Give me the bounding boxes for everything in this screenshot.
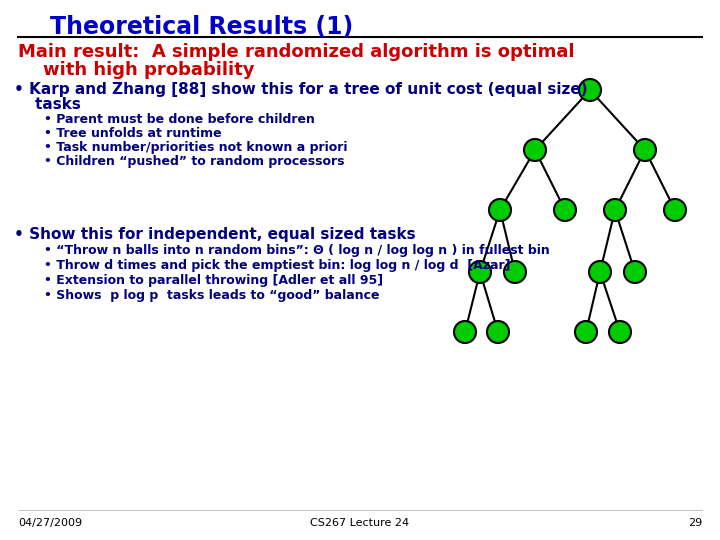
Circle shape [609, 321, 631, 343]
Text: • Shows  p log p  tasks leads to “good” balance: • Shows p log p tasks leads to “good” ba… [44, 289, 379, 302]
Text: • Children “pushed” to random processors: • Children “pushed” to random processors [44, 155, 344, 168]
Text: Main result:  A simple randomized algorithm is optimal: Main result: A simple randomized algorit… [18, 43, 575, 61]
Circle shape [634, 139, 656, 161]
Circle shape [554, 199, 576, 221]
Text: tasks: tasks [14, 97, 81, 112]
Text: • Throw d times and pick the emptiest bin: log log n / log d  [Azar]: • Throw d times and pick the emptiest bi… [44, 259, 510, 272]
Text: with high probability: with high probability [18, 61, 254, 79]
Circle shape [504, 261, 526, 283]
Circle shape [604, 199, 626, 221]
Text: • Tree unfolds at runtime: • Tree unfolds at runtime [44, 127, 222, 140]
Circle shape [589, 261, 611, 283]
Circle shape [524, 139, 546, 161]
Text: • “Throw n balls into n random bins”: Θ ( log n / log log n ) in fullest bin: • “Throw n balls into n random bins”: Θ … [44, 244, 550, 257]
Circle shape [664, 199, 686, 221]
Circle shape [579, 79, 601, 101]
Text: • Show this for independent, equal sized tasks: • Show this for independent, equal sized… [14, 227, 415, 242]
Circle shape [469, 261, 491, 283]
Text: • Task number/priorities not known a priori: • Task number/priorities not known a pri… [44, 141, 348, 154]
Text: 29: 29 [688, 518, 702, 528]
Circle shape [575, 321, 597, 343]
Text: • Extension to parallel throwing [Adler et all 95]: • Extension to parallel throwing [Adler … [44, 274, 383, 287]
Text: • Parent must be done before children: • Parent must be done before children [44, 113, 315, 126]
Text: 04/27/2009: 04/27/2009 [18, 518, 82, 528]
Text: • Karp and Zhang [88] show this for a tree of unit cost (equal size): • Karp and Zhang [88] show this for a tr… [14, 82, 588, 97]
Text: Theoretical Results (1): Theoretical Results (1) [50, 15, 354, 39]
Text: CS267 Lecture 24: CS267 Lecture 24 [310, 518, 410, 528]
Circle shape [487, 321, 509, 343]
Circle shape [454, 321, 476, 343]
Circle shape [624, 261, 646, 283]
Circle shape [489, 199, 511, 221]
